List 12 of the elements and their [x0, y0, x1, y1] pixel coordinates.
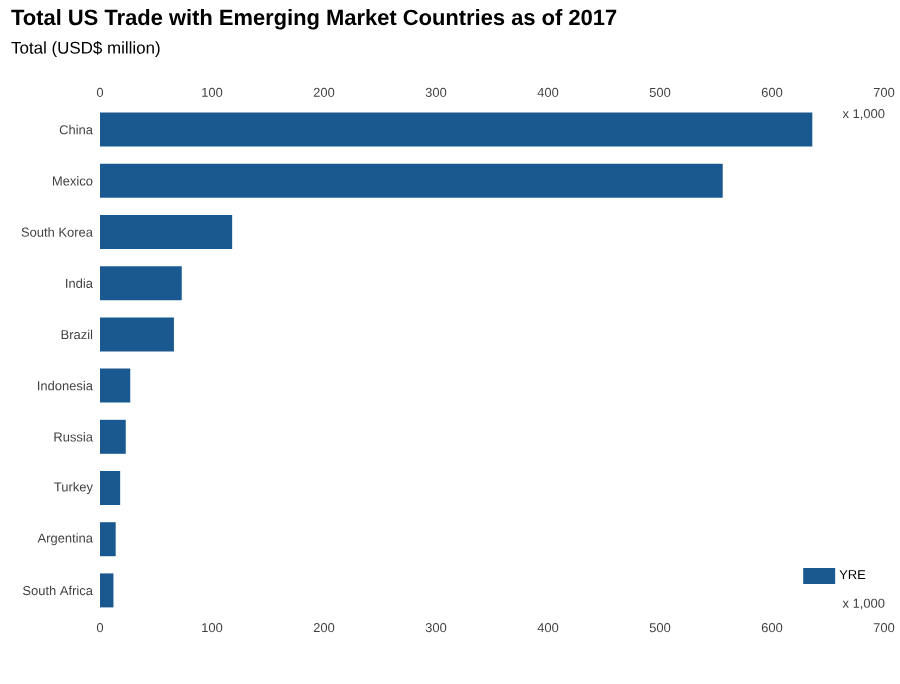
bar: [100, 215, 233, 250]
chart-subtitle: Total (USD$ million): [11, 41, 160, 58]
bar: [100, 419, 126, 454]
bar: [100, 112, 813, 147]
bar: [100, 471, 121, 506]
bar: [100, 573, 114, 608]
bar: [100, 266, 182, 301]
bar: [100, 368, 131, 403]
bar: [100, 317, 174, 352]
bar: [100, 163, 723, 198]
bar: [100, 522, 116, 557]
chart-title: Total US Trade with Emerging Market Countries as of 2017: [11, 9, 617, 30]
